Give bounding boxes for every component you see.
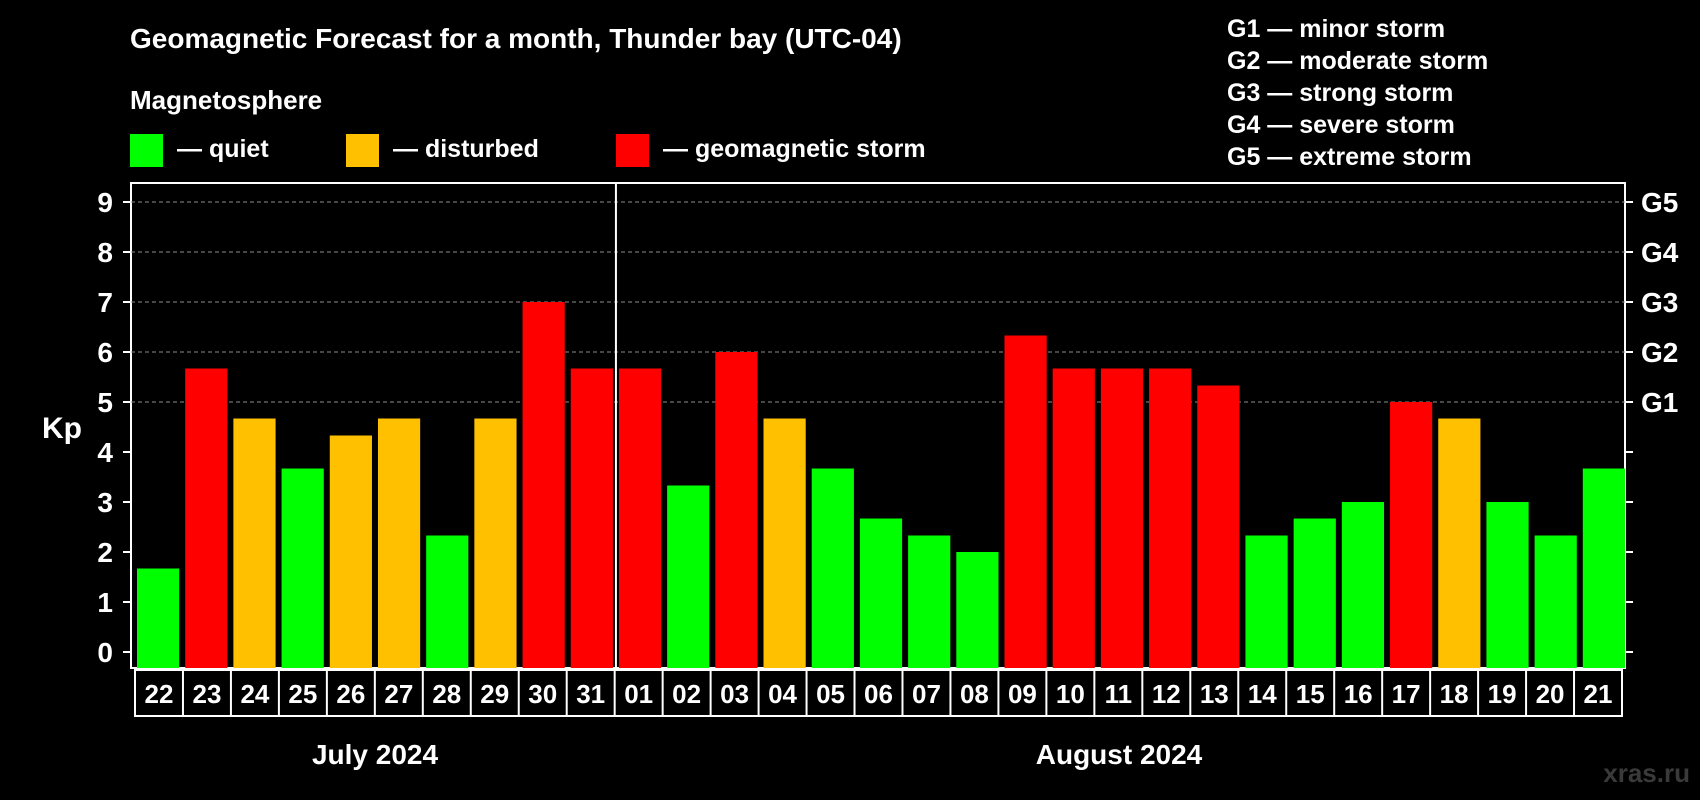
- day-label: 15: [1296, 679, 1325, 709]
- y-tick-label: 1: [97, 587, 113, 618]
- bar-05: [811, 468, 854, 668]
- bar-23: [185, 368, 228, 668]
- legend-swatch-storm: [616, 134, 649, 167]
- day-label: 18: [1440, 679, 1469, 709]
- day-label: 08: [960, 679, 989, 709]
- legend-swatch-quiet: [130, 134, 163, 167]
- watermark: xras.ru: [1603, 758, 1690, 788]
- bar-02: [667, 485, 710, 668]
- day-label: 29: [480, 679, 509, 709]
- day-label: 05: [816, 679, 845, 709]
- day-label: 31: [576, 679, 605, 709]
- y-tick-label: 3: [97, 487, 113, 518]
- g-scale-label: G2: [1641, 337, 1678, 368]
- day-label: 27: [384, 679, 413, 709]
- storm-scale-item: G5 — extreme storm: [1227, 143, 1472, 171]
- y-tick-label: 2: [97, 537, 113, 568]
- bar-15: [1293, 518, 1336, 668]
- bar-22: [137, 568, 180, 668]
- g-scale-label: G3: [1641, 287, 1678, 318]
- bar-11: [1100, 368, 1144, 668]
- day-label: 02: [672, 679, 701, 709]
- bar-13: [1197, 385, 1240, 668]
- day-label: 23: [192, 679, 221, 709]
- day-label-row: [134, 669, 1623, 717]
- g-scale-label: G4: [1641, 237, 1679, 268]
- y-tick-label: 0: [97, 637, 113, 668]
- storm-scale-item: G3 — strong storm: [1227, 79, 1453, 107]
- day-label: 04: [768, 679, 797, 709]
- bar-06: [859, 518, 903, 668]
- chart-title: Geomagnetic Forecast for a month, Thunde…: [130, 23, 902, 54]
- day-label: 26: [336, 679, 365, 709]
- month-label-july: July 2024: [312, 739, 439, 770]
- bar-17: [1390, 402, 1433, 668]
- bar-10: [1052, 368, 1095, 668]
- bar-07: [908, 535, 951, 668]
- day-label: 28: [432, 679, 461, 709]
- bar-16: [1341, 502, 1385, 668]
- legend-label-disturbed: — disturbed: [393, 135, 539, 163]
- bar-20: [1534, 535, 1577, 668]
- day-label: 30: [528, 679, 557, 709]
- storm-scale-item: G2 — moderate storm: [1227, 47, 1488, 75]
- g-scale-label: G5: [1641, 187, 1678, 218]
- day-label: 21: [1584, 679, 1613, 709]
- bar-08: [956, 552, 999, 668]
- day-label: 24: [240, 679, 269, 709]
- bar-27: [377, 418, 421, 668]
- day-label: 25: [288, 679, 317, 709]
- day-label: 06: [864, 679, 893, 709]
- bar-14: [1245, 535, 1288, 668]
- storm-scale-item: G4 — severe storm: [1227, 111, 1455, 139]
- bar-28: [426, 535, 469, 668]
- y-tick-label: 7: [97, 287, 113, 318]
- bar-09: [1004, 335, 1047, 668]
- day-label: 12: [1152, 679, 1181, 709]
- bar-26: [329, 435, 372, 668]
- storm-scale-legend: G1 — minor storm G2 — moderate storm G3 — …: [1227, 15, 1488, 171]
- day-label: 17: [1392, 679, 1421, 709]
- legend-label-quiet: — quiet: [177, 135, 269, 163]
- bar-12: [1149, 368, 1192, 668]
- bar-30: [522, 302, 565, 668]
- day-label: 07: [912, 679, 941, 709]
- day-label: 19: [1488, 679, 1517, 709]
- bar-18: [1438, 418, 1481, 668]
- magnetosphere-label: Magnetosphere: [130, 85, 322, 115]
- g-scale-label: G1: [1641, 387, 1678, 418]
- bar-19: [1486, 502, 1529, 668]
- day-label: 14: [1248, 679, 1277, 709]
- y-tick-label: 8: [97, 237, 113, 268]
- bar-24: [233, 418, 276, 668]
- legend-label-storm: — geomagnetic storm: [663, 135, 926, 163]
- bar-03: [715, 352, 758, 668]
- day-label: 22: [145, 679, 174, 709]
- day-label: 09: [1008, 679, 1037, 709]
- day-label: 16: [1344, 679, 1373, 709]
- storm-scale-item: G1 — minor storm: [1227, 15, 1445, 43]
- y-tick-label: 9: [97, 187, 113, 218]
- day-label: 13: [1200, 679, 1229, 709]
- month-label-august: August 2024: [1036, 739, 1203, 770]
- day-label: 03: [720, 679, 749, 709]
- bar-25: [281, 468, 324, 668]
- day-label: 01: [624, 679, 653, 709]
- day-label: 10: [1056, 679, 1085, 709]
- bar-04: [763, 418, 806, 668]
- bar-01: [618, 368, 662, 668]
- bar-29: [474, 418, 517, 668]
- y-tick-label: 4: [97, 437, 113, 468]
- day-label: 11: [1105, 679, 1133, 709]
- legend: — quiet — disturbed — geomagnetic storm: [130, 134, 926, 167]
- bar-21: [1582, 468, 1625, 668]
- y-tick-label: 6: [97, 337, 113, 368]
- bar-31: [570, 368, 613, 668]
- y-axis-label: Kp: [42, 412, 82, 445]
- day-label: 20: [1536, 679, 1565, 709]
- legend-swatch-disturbed: [346, 134, 379, 167]
- y-tick-label: 5: [97, 387, 113, 418]
